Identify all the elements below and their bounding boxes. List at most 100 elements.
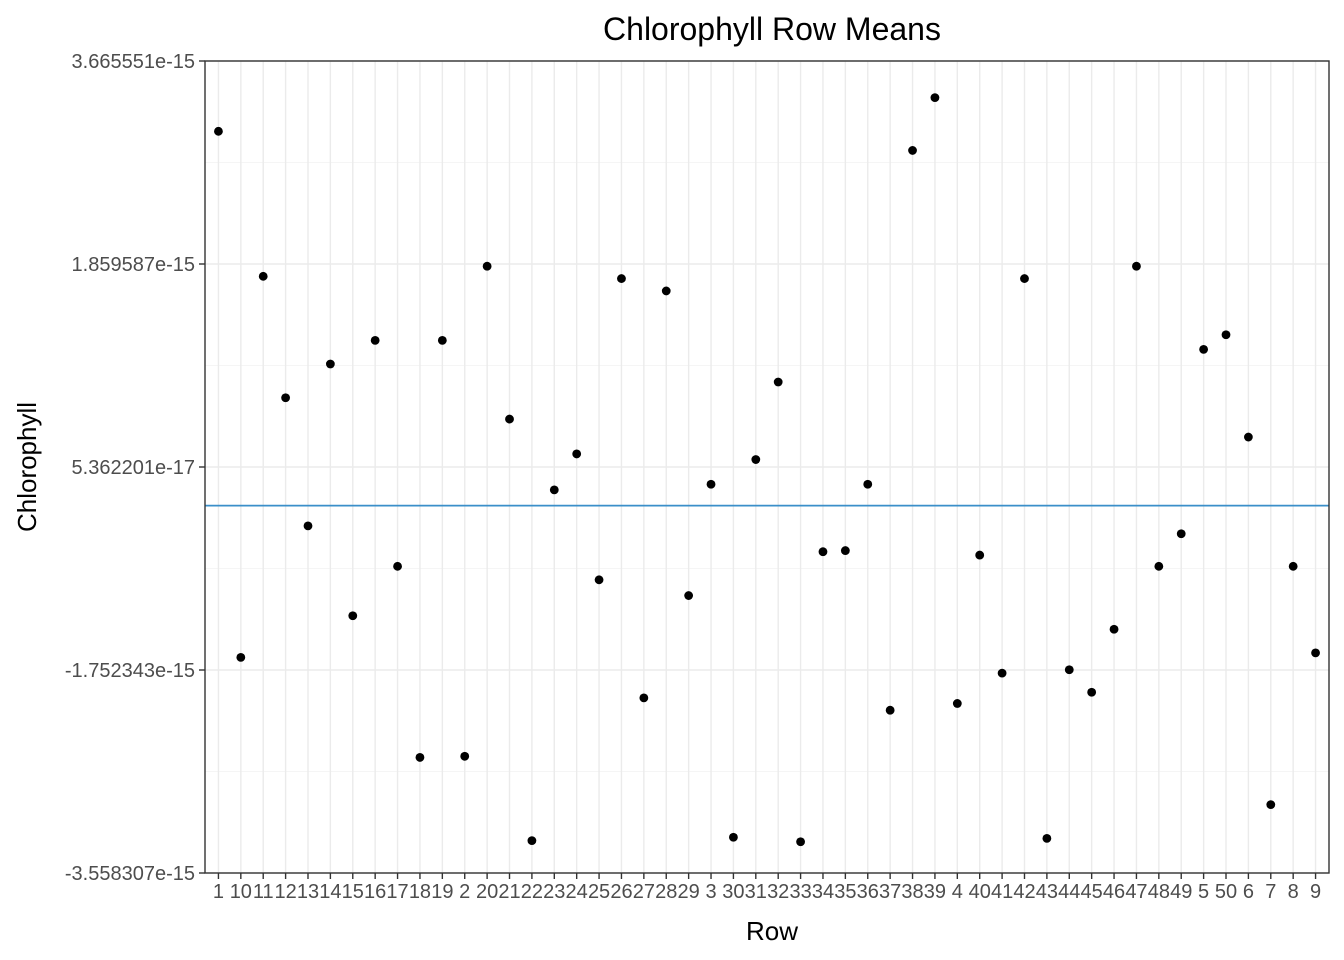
x-tick-label: 16 <box>364 881 386 903</box>
x-tick-label: 32 <box>767 881 789 903</box>
data-point <box>1176 529 1186 539</box>
x-tick-label: 29 <box>678 881 700 903</box>
x-tick-label: 33 <box>789 881 811 903</box>
data-point <box>505 414 514 424</box>
x-tick-label: 25 <box>588 881 610 903</box>
x-tick-label: 47 <box>1125 881 1147 903</box>
data-point <box>594 575 604 585</box>
x-tick-label: 14 <box>319 881 341 903</box>
data-point <box>1288 561 1298 571</box>
x-tick-label: 31 <box>745 881 767 903</box>
y-tick-label: 1.859587e-15 <box>72 254 195 276</box>
x-tick-label: 7 <box>1265 881 1276 903</box>
data-point <box>1311 648 1320 658</box>
data-point <box>1221 330 1231 340</box>
data-point <box>639 693 649 703</box>
x-tick-label: 38 <box>901 881 923 903</box>
data-point <box>437 335 447 345</box>
x-tick-label: 21 <box>498 881 520 903</box>
x-tick-label: 10 <box>230 881 252 903</box>
x-tick-label: 42 <box>1013 881 1035 903</box>
x-tick-label: 49 <box>1170 881 1192 903</box>
data-point <box>348 611 358 621</box>
data-point <box>617 274 626 283</box>
y-axis: 3.665551e-15 1.859587e-15 5.362201e-17 -1.7… <box>65 51 205 885</box>
data-point <box>773 377 783 387</box>
data-point <box>1109 624 1119 634</box>
data-point <box>908 146 917 155</box>
x-tick-label: 11 <box>253 881 274 903</box>
data-point <box>1020 274 1029 283</box>
data-point <box>572 449 582 459</box>
x-tick-label: 23 <box>543 881 565 903</box>
data-point <box>1199 344 1209 354</box>
x-tick-label: 8 <box>1288 881 1299 903</box>
data-point <box>1154 561 1164 571</box>
data-point <box>661 286 671 296</box>
data-point <box>214 126 223 136</box>
x-axis-label: Row <box>746 916 798 946</box>
y-axis-label: Chlorophyll <box>12 402 42 532</box>
x-tick-label: 22 <box>521 881 543 903</box>
x-tick-label: 24 <box>566 881 588 903</box>
y-tick-label: 3.665551e-15 <box>72 51 195 73</box>
x-tick-label: 45 <box>1081 881 1103 903</box>
data-point <box>818 547 828 557</box>
x-axis: 1 10 11 12 13 14 15 16 17 18 19 2 20 21 22 23 24 25 26 27 28… <box>213 873 1321 903</box>
data-point <box>840 546 850 555</box>
data-point <box>527 836 537 845</box>
data-point <box>370 335 380 345</box>
x-tick-label: 9 <box>1310 881 1321 903</box>
data-point <box>729 832 738 842</box>
x-tick-label: 4 <box>952 881 963 903</box>
data-point <box>796 837 805 847</box>
x-tick-label: 40 <box>969 881 991 903</box>
x-tick-label: 27 <box>633 881 655 903</box>
x-tick-label: 35 <box>834 881 856 903</box>
data-point <box>885 705 895 715</box>
data-point <box>303 521 313 531</box>
grid-lines <box>205 60 1329 874</box>
x-tick-label: 44 <box>1058 881 1080 903</box>
x-tick-label: 6 <box>1243 881 1254 903</box>
data-point <box>863 479 873 489</box>
data-point <box>325 359 335 369</box>
x-tick-label: 41 <box>991 881 1013 903</box>
data-point <box>706 479 716 489</box>
x-tick-label: 18 <box>409 881 431 903</box>
x-tick-label: 50 <box>1215 881 1237 903</box>
y-tick-label: -3.558307e-15 <box>65 863 195 885</box>
x-tick-label: 37 <box>879 881 901 903</box>
data-point <box>952 699 962 708</box>
x-tick-label: 3 <box>705 881 716 903</box>
x-tick-label: 5 <box>1198 881 1209 903</box>
data-point <box>482 261 492 271</box>
data-point <box>684 591 694 600</box>
data-point <box>1042 833 1052 843</box>
x-tick-label: 43 <box>1036 881 1058 903</box>
x-tick-label: 15 <box>342 881 364 903</box>
x-tick-label: 19 <box>431 881 453 903</box>
data-point <box>460 751 470 761</box>
data-point <box>1243 432 1253 442</box>
x-tick-label: 46 <box>1103 881 1125 903</box>
data-point <box>997 668 1007 678</box>
data-point <box>258 271 268 281</box>
data-point <box>751 455 761 464</box>
x-tick-label: 48 <box>1148 881 1170 903</box>
data-points <box>214 93 1320 847</box>
x-tick-label: 1 <box>213 881 224 903</box>
x-tick-label: 30 <box>722 881 744 903</box>
data-point <box>975 550 985 560</box>
data-point <box>281 393 291 403</box>
data-point <box>930 93 940 102</box>
x-tick-label: 39 <box>924 881 946 903</box>
x-tick-label: 36 <box>857 881 879 903</box>
x-tick-label: 12 <box>274 881 296 903</box>
y-tick-label: -1.752343e-15 <box>65 660 195 682</box>
x-tick-label: 2 <box>459 881 470 903</box>
x-tick-label: 34 <box>812 881 834 903</box>
data-point <box>1064 665 1074 675</box>
data-point <box>236 652 246 662</box>
